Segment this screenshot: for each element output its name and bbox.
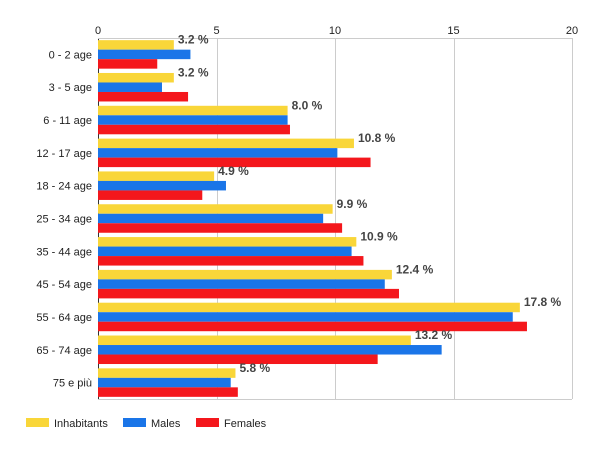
bar-inhabitants-75-e-pi[interactable] [98, 368, 236, 378]
data-label: 3.2 % [178, 65, 209, 79]
data-label: 4.9 % [218, 164, 249, 178]
x-tick-label: 10 [329, 25, 341, 37]
bar-females-0-2-age[interactable] [98, 59, 158, 69]
legend-label-males: Males [151, 418, 181, 430]
bar-females-35-44-age[interactable] [98, 256, 364, 266]
bar-males-65-74-age[interactable] [98, 345, 442, 355]
bar-females-25-34-age[interactable] [98, 223, 343, 233]
bar-females-55-64-age[interactable] [98, 321, 527, 332]
x-tick-label: 5 [213, 25, 219, 37]
legend: Inhabitants Males Females [26, 418, 267, 430]
category-label: 3 - 5 age [49, 82, 92, 94]
bar-inhabitants-25-34-age[interactable] [98, 204, 333, 214]
category-label: 55 - 64 age [36, 312, 92, 324]
category-label: 6 - 11 age [43, 115, 92, 127]
category-label: 12 - 17 age [36, 148, 92, 160]
bar-males-25-34-age[interactable] [98, 213, 324, 224]
x-tick-label: 15 [447, 25, 459, 37]
bar-females-18-24-age[interactable] [98, 190, 203, 200]
bar-inhabitants-18-24-age[interactable] [98, 171, 215, 181]
bar-inhabitants-0-2-age[interactable] [98, 40, 174, 50]
data-label: 8.0 % [292, 98, 323, 112]
x-axis-ticks: 0 5 10 15 20 [95, 25, 578, 37]
x-tick-label: 0 [95, 25, 101, 37]
legend-label-inhabitants: Inhabitants [54, 418, 108, 430]
bar-inhabitants-55-64-age[interactable] [98, 302, 520, 313]
bar-inhabitants-45-54-age[interactable] [98, 269, 392, 280]
bar-females-45-54-age[interactable] [98, 288, 399, 299]
grid-lines [98, 38, 573, 400]
category-label: 75 e più [53, 378, 92, 390]
bar-males-45-54-age[interactable] [98, 279, 385, 289]
data-label: 12.4 % [396, 262, 434, 276]
bar-males-6-11-age[interactable] [98, 115, 288, 125]
y-axis-categories: 0 - 2 age 3 - 5 age 6 - 11 age 12 - 17 age 1… [36, 49, 92, 389]
data-label: 10.9 % [360, 230, 398, 244]
bar-females-6-11-age[interactable] [98, 124, 290, 135]
bar-inhabitants-6-11-age[interactable] [98, 105, 288, 116]
legend-label-females: Females [224, 418, 267, 430]
bar-females-75-e-pi[interactable] [98, 387, 238, 397]
bar-males-18-24-age[interactable] [98, 180, 226, 191]
data-label: 9.9 % [337, 197, 368, 211]
bar-males-12-17-age[interactable] [98, 148, 338, 158]
x-tick-label: 20 [566, 25, 578, 37]
data-label: 3.2 % [178, 33, 209, 47]
category-label: 45 - 54 age [36, 279, 92, 291]
bar-inhabitants-12-17-age[interactable] [98, 138, 354, 149]
category-label: 35 - 44 age [36, 246, 92, 258]
data-label: 13.2 % [415, 328, 453, 342]
bar-inhabitants-3-5-age[interactable] [98, 72, 174, 83]
category-label: 65 - 74 age [36, 345, 92, 357]
bar-males-0-2-age[interactable] [98, 49, 191, 60]
bar-males-75-e-pi[interactable] [98, 377, 231, 388]
bar-females-12-17-age[interactable] [98, 157, 371, 168]
bar-females-65-74-age[interactable] [98, 354, 378, 365]
data-label: 17.8 % [524, 295, 562, 309]
category-label: 0 - 2 age [49, 49, 92, 61]
data-label: 10.8 % [358, 131, 396, 145]
bar-males-55-64-age[interactable] [98, 312, 513, 322]
bar-females-3-5-age[interactable] [98, 91, 189, 102]
category-label: 18 - 24 age [36, 181, 92, 193]
bar-inhabitants-65-74-age[interactable] [98, 335, 411, 346]
legend-swatch-males [123, 418, 146, 427]
data-label: 5.8 % [239, 361, 270, 375]
category-label: 25 - 34 age [36, 214, 92, 226]
bars [98, 40, 527, 397]
data-labels: 3.2 % 3.2 % 8.0 % 10.8 % 4.9 % 9.9 % 10.9 % 12.… [178, 33, 562, 375]
bar-males-3-5-age[interactable] [98, 82, 162, 92]
legend-swatch-inhabitants [26, 418, 49, 427]
bar-males-35-44-age[interactable] [98, 246, 352, 257]
legend-swatch-females [196, 418, 219, 427]
bar-inhabitants-35-44-age[interactable] [98, 237, 357, 247]
